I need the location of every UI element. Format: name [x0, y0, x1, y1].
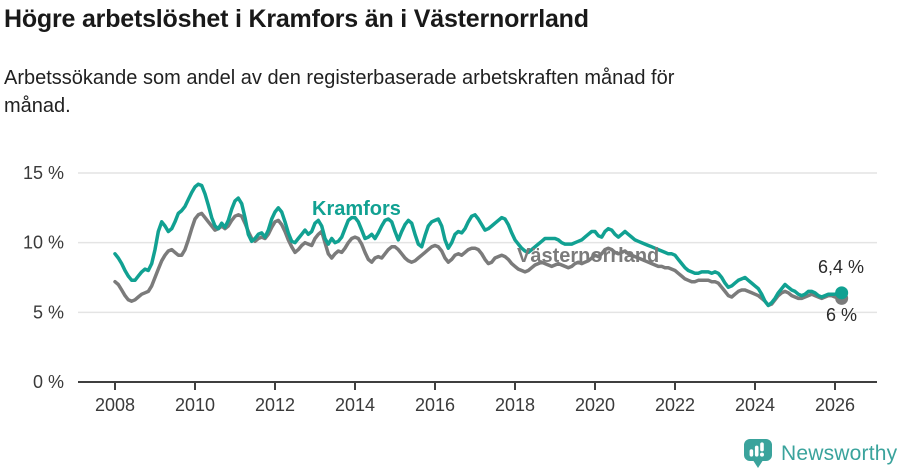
- y-tick-label: 15 %: [23, 163, 64, 183]
- x-tick-label: 2026: [815, 395, 855, 415]
- x-tick-label: 2014: [335, 395, 375, 415]
- y-tick-label: 5 %: [33, 302, 64, 322]
- chart-subtitle: Arbetssökande som andel av den registerb…: [4, 67, 675, 117]
- series-label-kramfors: Kramfors: [312, 198, 401, 220]
- brand-logo: Newsworthy: [743, 438, 897, 469]
- series-label-vasternorrland: Västernorrland: [517, 245, 660, 267]
- x-tick-label: 2016: [415, 395, 455, 415]
- end-dot-kramfors: [835, 286, 849, 300]
- x-tick-label: 2020: [575, 395, 615, 415]
- brand-name: Newsworthy: [781, 441, 898, 465]
- y-tick-label: 10 %: [23, 233, 64, 253]
- series-line-västernorrland: [113, 211, 844, 308]
- end-value-label-vasternorrland: 6 %: [826, 305, 858, 325]
- chart-title: Högre arbetslöshet i Kramfors än i Väste…: [4, 5, 589, 33]
- x-tick-label: 2010: [175, 395, 215, 415]
- end-value-label-kramfors: 6,4 %: [818, 257, 865, 277]
- x-tick-label: 2008: [95, 395, 135, 415]
- newsworthy-bubble-barchart-icon: [744, 439, 772, 468]
- x-tick-label: 2018: [495, 395, 535, 415]
- x-tick-label: 2024: [735, 395, 775, 415]
- y-tick-label: 0 %: [33, 372, 64, 392]
- x-tick-label: 2012: [255, 395, 295, 415]
- series-line-kramfors: [113, 182, 844, 308]
- x-tick-label: 2022: [655, 395, 695, 415]
